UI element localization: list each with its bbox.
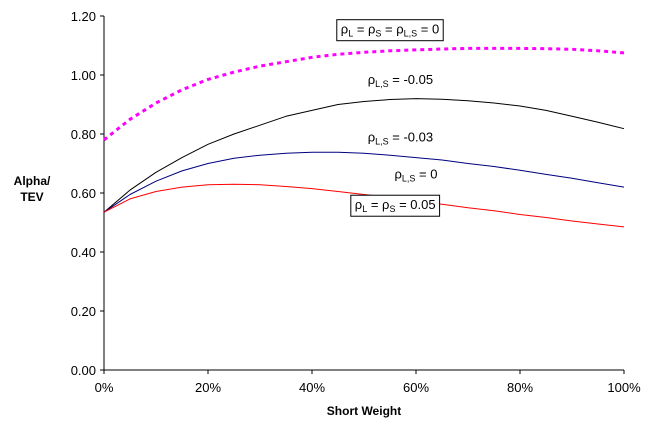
x-axis-title: Short Weight [327,404,401,418]
annotation-3: ρL,S​ = -0.03 [368,129,433,146]
annotation-text: ρL,S​ = 0 [395,166,438,183]
y-tick-label: 1.20 [71,9,96,24]
axes [103,16,624,371]
annotation-5: ρL​ = ρS​ = 0.05 [350,194,441,217]
x-tick-label: 0% [95,380,114,395]
annotation-box [336,19,444,42]
annotation-text: ρL​ = ρS​ = 0.05 [355,197,436,214]
annotation-4: ρL,S​ = 0 [395,166,438,183]
x-tick-label: 100% [607,380,641,395]
y-axis-title-line-2: TEV [20,190,43,204]
series-line-3 [103,151,625,213]
series-lines [103,46,625,228]
annotation-text: ρL​ = ρS​ = ρL,S​ = 0 [341,22,439,39]
x-ticks: 0% 20% 40% 60% 80% 100% [95,370,641,395]
x-tick-label: 20% [195,380,221,395]
y-tick-label: 0.40 [71,245,96,260]
y-tick-label: 1.00 [71,68,96,83]
x-tick-label: 40% [299,380,325,395]
annotation-box [350,194,441,217]
x-tick-label: 60% [403,380,429,395]
y-tick-label: 0.00 [71,363,96,378]
annotation-text: ρL,S​ = -0.03 [368,129,433,146]
x-tick-label: 80% [507,380,533,395]
y-tick-label: 0.20 [71,304,96,319]
series-line-4 [103,183,625,228]
series-line-1 [103,46,625,142]
annotation-1: ρL​ = ρS​ = ρL,S​ = 0 [336,19,444,42]
y-tick-label: 0.60 [71,186,96,201]
y-ticks: 0.00 0.20 0.40 0.60 0.80 1.00 1.20 [71,9,104,378]
annotations: ρL​ = ρS​ = ρL,S​ = 0 ρL,S​ = -0.05 ρL,S​ … [336,19,444,217]
annotation-2: ρL,S​ = -0.05 [368,72,433,89]
series-line-2 [103,98,625,213]
y-axis-title-line-1: Alpha/ [14,174,51,188]
annotation-text: ρL,S​ = -0.05 [368,72,433,89]
y-tick-label: 0.80 [71,127,96,142]
